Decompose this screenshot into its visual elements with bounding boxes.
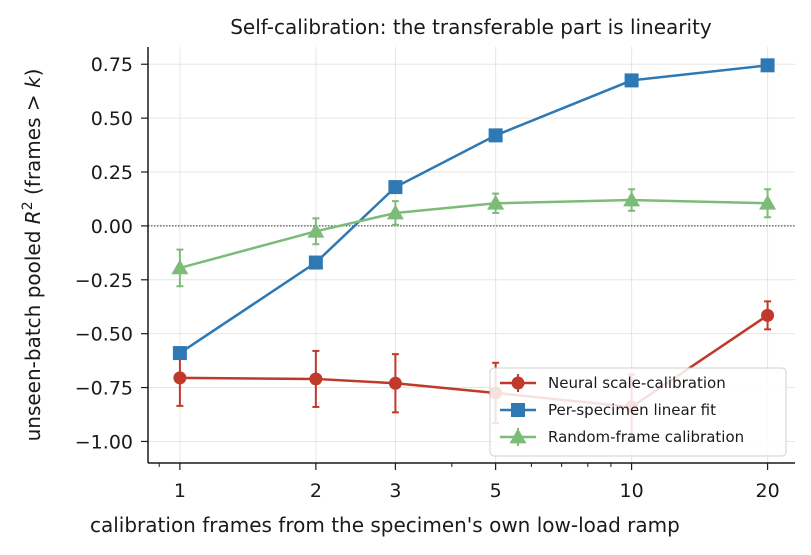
x-tick-label-20: 20 [755,480,779,502]
data-point [308,255,323,270]
legend-label: Random-frame calibration [548,428,744,446]
x-axis-ticks: 1 2 3 5 10 20 [158,463,780,502]
legend-item-1: Per-specimen linear fit [500,401,716,419]
legend-label: Per-specimen linear fit [548,401,716,419]
x-axis-label: calibration frames from the specimen's o… [90,513,680,537]
data-point [172,346,187,361]
series-line [179,64,768,355]
data-point [173,371,187,385]
data-point [760,58,775,73]
data-point [488,128,503,143]
data-point [386,204,404,220]
axes [147,47,795,464]
y-tick-label-5: −0.50 [75,324,133,346]
series-line [179,198,768,270]
y-tick-label-2: 0.25 [91,162,133,184]
x-tick-label-3: 3 [389,480,401,502]
data-point [759,194,777,210]
data-point [487,194,505,210]
data-point [171,259,189,275]
data-point [388,376,402,390]
legend-item-2: Random-frame calibration [500,428,744,446]
y-axis-label: unseen-batch pooled R2 (frames > k) [20,69,45,442]
data-point [624,73,639,88]
x-tick-label-1: 1 [174,480,186,502]
y-tick-label-0: 0.75 [91,54,133,76]
series-1 [172,58,775,361]
legend-frame [489,367,787,457]
x-tick-label-5: 5 [490,480,502,502]
legend-marker [511,403,525,417]
x-tick-label-2: 2 [310,480,322,502]
chart-title: Self-calibration: the transferable part … [230,15,712,39]
y-tick-label-6: −0.75 [75,378,133,400]
y-tick-label-3: 0.00 [91,216,133,238]
series-2 [171,188,777,288]
legend-marker [509,428,527,444]
data-point [623,191,641,207]
y-axis-ticks: 0.75 0.50 0.25 0.00 −0.25 −0.50 −0.75 −1.00 [75,54,148,453]
legend-marker [511,376,525,390]
legend-item-0: Neural scale-calibration [500,374,726,392]
legend: Neural scale-calibration Per-specimen lin… [489,367,787,457]
legend-label: Neural scale-calibration [548,374,726,392]
y-tick-label-7: −1.00 [75,431,133,453]
x-tick-label-10: 10 [620,480,644,502]
data-point [307,222,325,238]
data-point [309,372,323,386]
data-point [761,308,775,322]
y-tick-label-4: −0.25 [75,270,133,292]
y-tick-label-1: 0.50 [91,108,133,130]
data-point [388,180,403,195]
